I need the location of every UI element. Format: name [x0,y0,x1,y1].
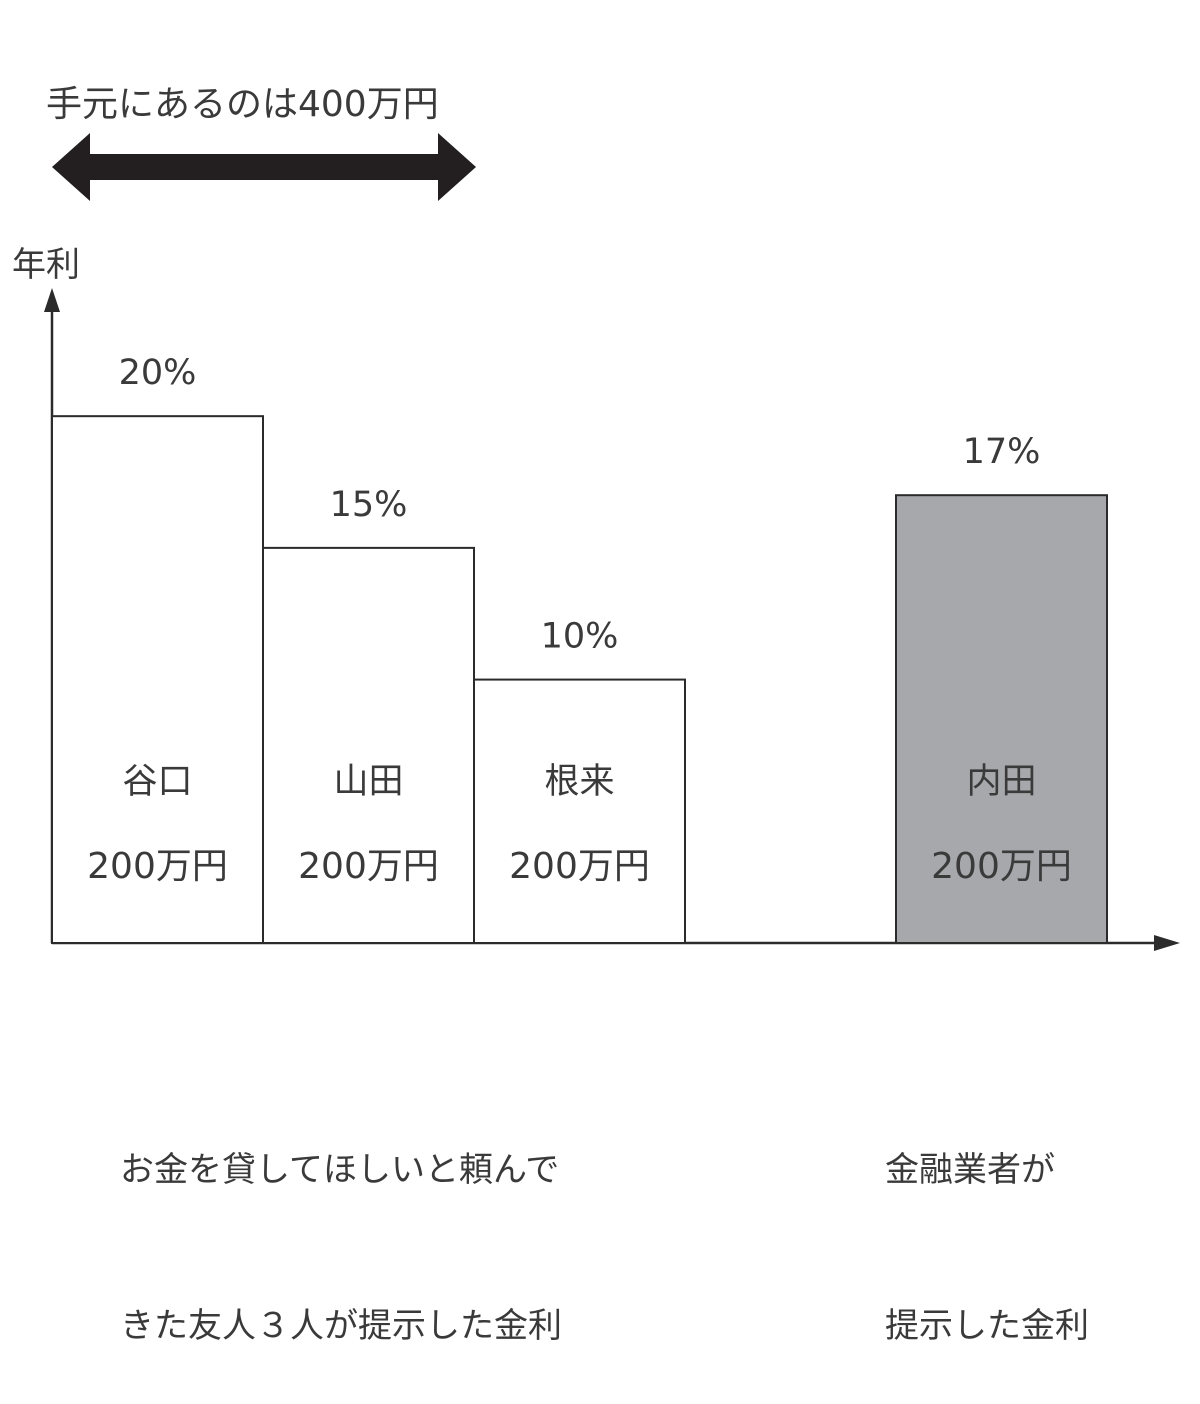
x-axis-arrowhead [1154,935,1180,951]
bars: 20% 谷口 200万円 15% 山田 200万円 10% 根来 200万円 17% 内田 200万円 [51,353,1108,945]
bar-amount-label-3: 200万円 [509,846,650,887]
group-caption-friends-line-1: お金を貸してほしいと頼んで [120,1150,560,1190]
group-caption-friends: お金を貸してほしいと頼んで きた友人３人が提示した金利 [120,1040,562,1404]
y-axis-arrowhead [44,288,60,312]
bar-category-label-2: 山田 [333,762,403,802]
bar-3 [473,678,686,945]
group-caption-friends-line-2: きた友人３人が提示した金利 [120,1306,562,1346]
bar-value-label-1: 20% [119,353,197,393]
bar-category-label-1: 谷口 [122,762,192,802]
group-caption-lender: 金融業者が 提示した金利 [885,1040,1089,1404]
loan-interest-chart: 手元にあるのは400万円 年利 20% 谷口 200万円 15% 山田 200万円 10% 根… [12,84,1180,951]
bar-1 [51,415,264,945]
bar-amount-label-1: 200万円 [87,846,228,887]
bar-amount-label-2: 200万円 [298,846,439,887]
bar-amount-label-4: 200万円 [931,846,1072,887]
bar-value-label-3: 10% [541,617,619,657]
double-arrow-icon [52,133,476,201]
bar-value-label-2: 15% [330,485,408,525]
annotation-text: 手元にあるのは400万円 [46,84,439,125]
bar-2 [262,546,475,944]
bar-category-label-4: 内田 [966,762,1036,802]
y-axis-label: 年利 [12,245,80,285]
bar-category-label-3: 根来 [544,762,614,802]
bar-value-label-4: 17% [963,432,1041,472]
group-caption-lender-line-1: 金融業者が [885,1150,1055,1190]
group-caption-lender-line-2: 提示した金利 [885,1306,1089,1346]
bar-4 [895,494,1108,944]
